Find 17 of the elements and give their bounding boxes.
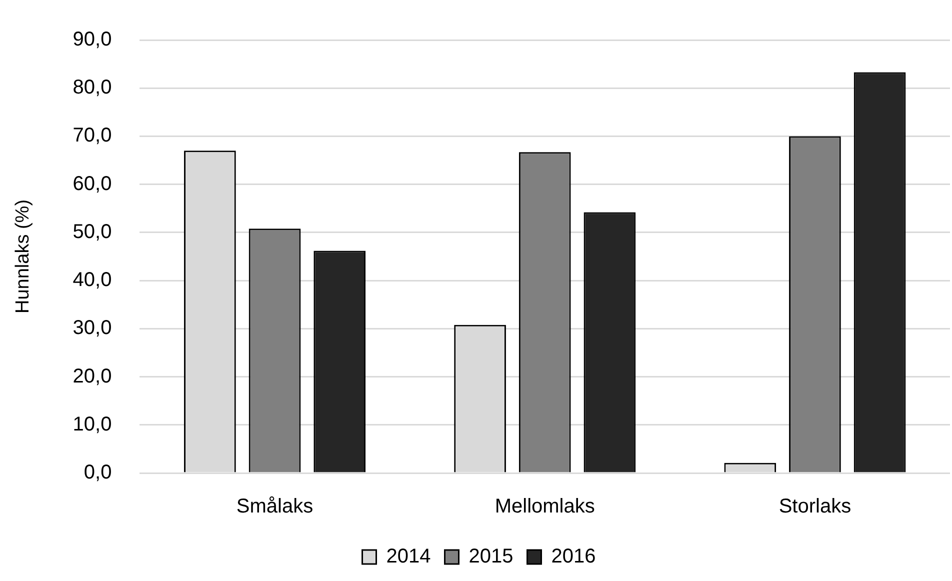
- y-tick-label: 60,0: [72, 172, 112, 195]
- y-tick-label: 40,0: [72, 269, 112, 292]
- y-tick-label: 10,0: [72, 413, 112, 436]
- y-tick-label: 70,0: [72, 124, 112, 147]
- y-tick-label: 20,0: [72, 365, 112, 388]
- legend-label: 2016: [551, 546, 596, 568]
- y-tick-label: 0,0: [84, 462, 112, 484]
- x-tick-label: Storlaks: [778, 496, 852, 518]
- legend-label: 2015: [468, 546, 514, 568]
- y-tick-label: 80,0: [72, 76, 112, 99]
- legend-label: 2014: [386, 546, 431, 568]
- x-tick-label: Mellomlaks: [494, 496, 595, 518]
- x-tick-label: Smålaks: [236, 496, 314, 518]
- y-tick-label: 50,0: [72, 220, 112, 243]
- y-tick-label: 30,0: [72, 317, 112, 340]
- y-tick-label: 90,0: [72, 28, 112, 51]
- y-axis-title: Hunnlaks (%): [12, 199, 34, 314]
